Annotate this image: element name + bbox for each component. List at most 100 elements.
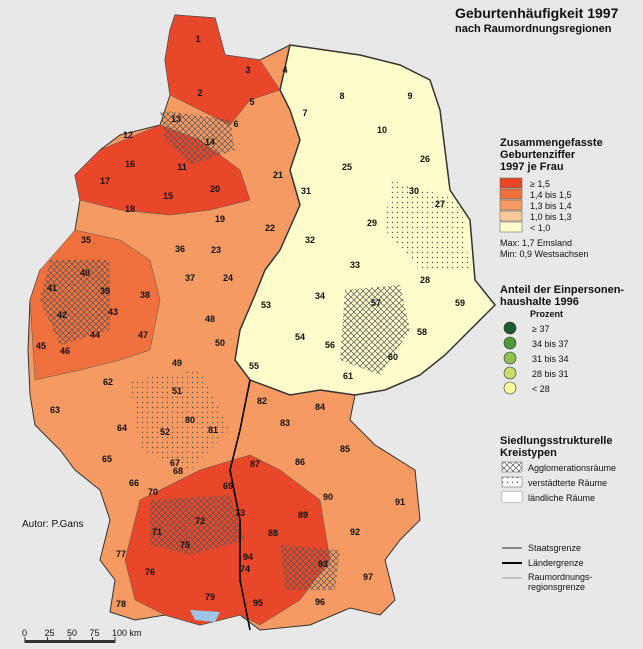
region-label: 71 — [152, 527, 162, 537]
region-label: 66 — [129, 478, 139, 488]
region-label: 15 — [163, 191, 173, 201]
legend-swatch — [499, 177, 523, 189]
legend-label: ≥ 37 — [532, 324, 549, 334]
region-label: 79 — [205, 592, 215, 602]
region-label: 18 — [125, 204, 135, 214]
region-label: 11 — [177, 162, 187, 172]
region-label: 51 — [172, 386, 182, 396]
legend-swatch — [499, 199, 523, 211]
legend-label: 34 bis 37 — [532, 339, 569, 349]
region-label: 23 — [211, 245, 221, 255]
legend-title: Kreistypen — [500, 447, 557, 459]
region-label: 7 — [302, 108, 307, 118]
scale-label: 0 — [22, 628, 27, 638]
region-label: 88 — [268, 528, 278, 538]
region-label: 39 — [100, 286, 110, 296]
legend-dot — [503, 381, 517, 395]
map-subtitle: nach Raumordnungsregionen — [455, 23, 612, 35]
region-label: 86 — [295, 457, 305, 467]
region-label: 6 — [233, 119, 238, 129]
region-label: 4 — [282, 65, 287, 75]
legend-label: Staatsgrenze — [528, 543, 581, 553]
region-label: 80 — [185, 415, 195, 425]
region-label: 64 — [117, 423, 127, 433]
region-label: 93 — [318, 559, 328, 569]
map-urban-2 — [130, 370, 230, 470]
region-label: 85 — [340, 444, 350, 454]
region-label: 1 — [195, 34, 200, 44]
region-label: 91 — [395, 497, 405, 507]
legend-pattern — [502, 462, 522, 472]
region-label: 78 — [116, 599, 126, 609]
legend-label: ländliche Räume — [528, 493, 595, 503]
region-label: 31 — [301, 186, 311, 196]
region-label: 16 — [125, 159, 135, 169]
region-label: 65 — [102, 454, 112, 464]
region-label: 13 — [171, 114, 181, 124]
legend-dot — [503, 336, 517, 350]
region-label: 47 — [138, 330, 148, 340]
legend-pattern — [502, 477, 522, 487]
region-label: 83 — [280, 418, 290, 428]
land-border — [229, 379, 251, 631]
legend-max: Max: 1,7 Emsland — [500, 238, 572, 248]
region-label: 49 — [172, 358, 182, 368]
region-label: 42 — [57, 310, 67, 320]
region-label: 77 — [116, 549, 126, 559]
region-label: 19 — [215, 214, 225, 224]
region-label: 57 — [371, 298, 381, 308]
region-label: 84 — [315, 402, 325, 412]
region-label: 45 — [36, 341, 46, 351]
region-label: 73 — [235, 508, 245, 518]
region-label: 5 — [249, 97, 254, 107]
region-label: 38 — [140, 290, 150, 300]
map-urban-1 — [385, 180, 470, 270]
region-label: 70 — [148, 487, 158, 497]
region-label: 41 — [47, 283, 57, 293]
region-label: 68 — [173, 466, 183, 476]
region-label: 9 — [407, 91, 412, 101]
region-label: 76 — [145, 567, 155, 577]
region-label: 37 — [185, 273, 195, 283]
region-label: 24 — [223, 273, 233, 283]
region-label: 25 — [342, 162, 352, 172]
region-label: 50 — [215, 338, 225, 348]
legend-dot — [503, 351, 517, 365]
legend-swatch — [499, 210, 523, 222]
legend-label: < 28 — [532, 384, 550, 394]
map-agglomeration-2 — [160, 110, 235, 165]
region-label: 34 — [315, 291, 325, 301]
legend-label: Ländergrenze — [528, 558, 584, 568]
region-label: 48 — [205, 314, 215, 324]
map-agglomeration-5 — [280, 545, 340, 590]
region-label: 82 — [257, 396, 267, 406]
legend-title: Geburtenziffer — [500, 149, 576, 161]
legend-label: verstädterte Räume — [528, 478, 607, 488]
region-label: 27 — [435, 199, 445, 209]
region-label: 29 — [367, 218, 377, 228]
region-label: 72 — [195, 516, 205, 526]
region-label: 56 — [325, 340, 335, 350]
region-label: 22 — [265, 223, 275, 233]
legend-label: regionsgrenze — [528, 582, 585, 592]
region-label: 43 — [108, 307, 118, 317]
region-label: 94 — [243, 552, 253, 562]
scale-label: 50 — [67, 628, 77, 638]
legend-label: ≥ 1,5 — [530, 179, 550, 189]
region-label: 32 — [305, 235, 315, 245]
legend-label: Raumordnungs- — [528, 572, 593, 582]
region-label: 67 — [170, 458, 180, 468]
author: Autor: P.Gans — [22, 519, 84, 530]
region-label: 63 — [50, 405, 60, 415]
household-legend: Anteil der Einpersonen-haushalte 1996Pro… — [500, 284, 624, 395]
region-label: 36 — [175, 244, 185, 254]
region-label: 46 — [60, 346, 70, 356]
region-label: 58 — [417, 327, 427, 337]
region-label: 30 — [409, 186, 419, 196]
legend-min: Min: 0,9 Westsachsen — [500, 249, 588, 259]
legend-label: 31 bis 34 — [532, 354, 569, 364]
map-agglomeration-1 — [40, 260, 110, 345]
legend-label: < 1,0 — [530, 223, 550, 233]
scale-bar: 0 25 50 75 100 km — [22, 628, 142, 643]
